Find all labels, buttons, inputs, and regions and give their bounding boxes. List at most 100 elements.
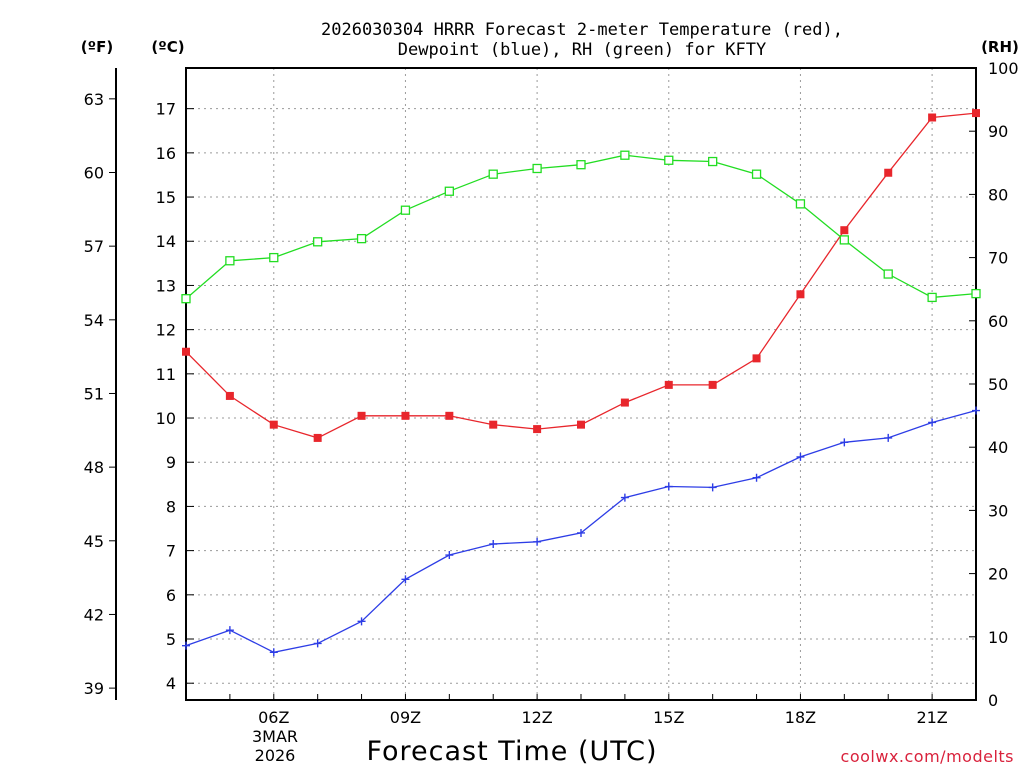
celsius-tick-label: 7 [166,542,176,561]
rh-tick-label: 0 [988,691,998,710]
fahrenheit-tick-label: 63 [84,90,104,109]
rh-tick-label: 70 [988,249,1008,268]
dewpoint-point [884,433,893,442]
dewpoint-point [401,575,410,584]
fahrenheit-unit-label: (ºF) [81,38,113,56]
dewpoint-point [752,473,761,482]
relative-humidity-point [795,199,806,209]
temperature-point [182,347,190,356]
celsius-tick-label: 8 [166,497,176,516]
site-credit: coolwx.com/modelts [841,747,1014,766]
relative-humidity-point [576,160,586,170]
relative-humidity-point [313,237,323,247]
temperature-point [928,113,937,122]
rh-tick-label: 60 [988,312,1008,331]
celsius-tick-label: 11 [156,365,176,384]
celsius-tick-label: 5 [166,630,176,649]
temperature-point [489,420,498,429]
dewpoint-point [664,482,673,491]
relative-humidity-point [751,169,762,179]
dewpoint-point [489,539,498,548]
dewpoint-point [972,406,980,415]
chart-title-line-2: Dewpoint (blue), RH (green) for KFTY [398,40,766,60]
time-tick-label: 06Z [258,708,289,727]
temperature-point [840,226,849,235]
temperature-point [225,391,234,400]
rh-tick-label: 50 [988,375,1008,394]
dewpoint-point [620,493,629,502]
fahrenheit-tick-label: 42 [84,605,104,624]
celsius-tick-label: 4 [166,674,176,693]
temperature-point [620,398,629,407]
relative-humidity-point [839,235,849,245]
time-tick-label: 12Z [521,708,552,727]
fahrenheit-tick-label: 45 [84,532,104,551]
relative-humidity-point [971,288,981,299]
fahrenheit-tick-label: 60 [84,163,104,182]
dewpoint-point [577,528,585,537]
relative-humidity-point [181,294,191,304]
date-label-day: 3MAR [252,727,298,746]
relative-humidity-point [927,292,937,303]
dewpoint-point [269,648,278,657]
temperature-point [664,380,673,389]
celsius-tick-label: 13 [156,276,176,295]
time-tick-label: 15Z [653,708,684,727]
celsius-tick-label: 10 [156,409,176,428]
rh-tick-label: 40 [988,438,1008,457]
relative-humidity-point [532,163,542,174]
temperature-point [972,109,980,118]
celsius-unit-label: (ºC) [151,38,184,56]
celsius-tick-label: 16 [156,144,176,163]
fahrenheit-tick-label: 54 [84,311,104,330]
temperature-point [708,380,717,389]
relative-humidity-point [488,169,498,179]
dewpoint-point [796,452,805,461]
celsius-tick-label: 12 [156,321,176,340]
fahrenheit-tick-label: 39 [84,679,104,698]
time-tick-label: 09Z [390,708,421,727]
celsius-tick-label: 14 [156,232,176,251]
dewpoint-point [225,626,234,635]
temperature-point [445,411,454,420]
celsius-tick-label: 6 [166,586,176,605]
celsius-tick-label: 15 [156,188,176,207]
chart-title-line-1: 2026030304 HRRR Forecast 2-meter Tempera… [321,20,843,40]
relative-humidity-point [356,233,367,244]
dewpoint-point [313,639,322,648]
relative-humidity-point [620,150,630,160]
celsius-tick-label: 9 [166,453,176,472]
dewpoint-point [928,418,937,427]
data-series [181,109,981,657]
relative-humidity-point [664,155,674,165]
dewpoint-point [533,537,542,546]
rh-unit-label: (RH) [981,38,1019,56]
temperature-point [796,290,805,299]
relative-humidity-point [883,269,893,279]
dewpoint-point [840,438,849,447]
temperature-point [357,411,366,420]
rh-tick-label: 10 [988,628,1008,647]
time-tick-label: 18Z [785,708,816,727]
fahrenheit-tick-label: 48 [84,458,104,477]
rh-tick-label: 100 [988,59,1019,78]
temperature-point [533,425,542,434]
rh-tick-label: 20 [988,565,1008,584]
rh-tick-label: 30 [988,501,1008,520]
relative-humidity-point [708,156,718,167]
rh-tick-label: 90 [988,122,1008,141]
dewpoint-point [445,551,454,560]
rh-tick-label: 80 [988,185,1008,204]
relative-humidity-point [400,205,411,215]
relative-humidity-point [225,256,235,266]
temperature-point [313,433,322,442]
celsius-tick-label: 17 [156,100,176,119]
temperature-point [401,411,410,420]
fahrenheit-tick-label: 51 [84,384,104,403]
temperature-point [577,420,585,429]
time-tick-label: 21Z [916,708,947,727]
temperature-point [884,168,893,177]
x-axis-title: Forecast Time (UTC) [366,736,657,767]
relative-humidity-line [185,154,977,300]
